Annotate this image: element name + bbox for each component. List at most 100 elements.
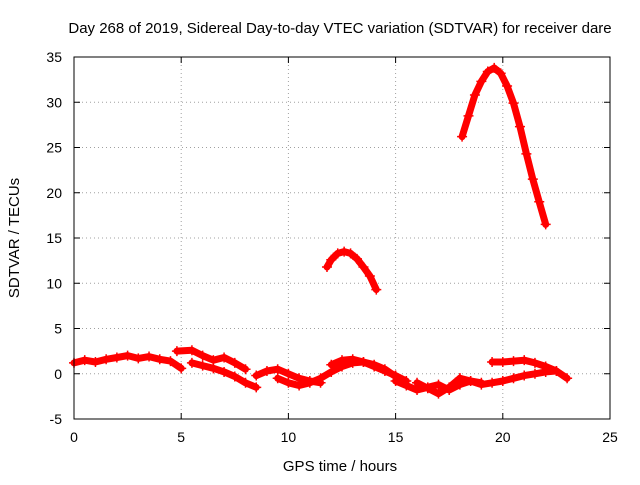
y-tick-label: 35 [46, 49, 62, 65]
data-point [165, 356, 176, 367]
data-point [469, 90, 480, 101]
data-point [251, 382, 262, 393]
data-point [502, 80, 513, 91]
data-point [476, 379, 487, 390]
data-point [229, 371, 240, 382]
data-point [345, 248, 356, 259]
data-point [519, 370, 530, 381]
grid-layer [74, 57, 610, 419]
data-point [240, 364, 251, 375]
data-point [422, 383, 433, 394]
data-point [529, 368, 540, 379]
data-series [487, 355, 562, 377]
data-point [332, 248, 343, 259]
data-point [111, 352, 122, 363]
data-point [304, 377, 315, 388]
y-tick-label: 25 [46, 140, 62, 156]
data-point [497, 375, 508, 386]
data-series [321, 246, 382, 295]
y-axis-label: SDTVAR / TECUs [6, 178, 23, 298]
data-point [540, 219, 551, 230]
data-point [482, 66, 493, 77]
data-point [144, 351, 155, 362]
data-point [339, 246, 350, 257]
data-point [463, 110, 474, 121]
data-point [154, 354, 165, 365]
data-series [326, 354, 412, 386]
data-point [101, 354, 112, 365]
data-point [489, 62, 500, 73]
data-point [465, 375, 476, 386]
x-tick-label: 20 [495, 429, 511, 445]
data-point [514, 121, 525, 132]
data-point [197, 360, 208, 371]
y-tick-label: -5 [50, 411, 63, 427]
x-tick-label: 5 [177, 429, 185, 445]
data-point [551, 366, 562, 377]
data-point [364, 271, 375, 282]
data-point [315, 373, 326, 384]
data-point [283, 368, 294, 379]
data-point [133, 353, 144, 364]
series-line [323, 248, 380, 294]
data-layer [69, 62, 573, 399]
y-tick-label: 15 [46, 230, 62, 246]
x-tick-label: 25 [602, 429, 618, 445]
data-series [171, 345, 251, 375]
data-point [371, 284, 382, 295]
data-point [508, 98, 519, 109]
data-point [347, 354, 358, 365]
data-point [495, 68, 506, 79]
data-point [433, 388, 444, 399]
data-point [272, 364, 283, 375]
data-point [219, 352, 230, 363]
x-tick-label: 0 [70, 429, 78, 445]
series-line [458, 64, 550, 228]
data-point [326, 254, 337, 265]
data-point [352, 253, 363, 264]
data-point [454, 373, 465, 384]
data-point [444, 382, 455, 393]
data-point [433, 379, 444, 390]
y-tick-label: 20 [46, 185, 62, 201]
data-point [487, 377, 498, 388]
data-point [358, 356, 369, 367]
data-point [79, 355, 90, 366]
data-point [508, 373, 519, 384]
data-point [176, 363, 187, 374]
data-point [186, 357, 197, 368]
data-point [529, 357, 540, 368]
data-point [294, 380, 305, 391]
data-point [283, 377, 294, 388]
data-point [171, 346, 182, 357]
data-point [272, 373, 283, 384]
data-point [534, 196, 545, 207]
y-tick-label: 10 [46, 275, 62, 291]
data-point [358, 261, 369, 272]
tick-layer: 0 5 10 15 20 25 -5 0 5 10 15 20 25 30 35 [46, 49, 618, 445]
data-point [508, 356, 519, 367]
data-point [219, 366, 230, 377]
chart-title: Day 268 of 2019, Sidereal Day-to-day VTE… [68, 20, 611, 37]
data-point [390, 375, 401, 386]
data-series [69, 350, 187, 374]
data-point [229, 357, 240, 368]
data-point [261, 366, 272, 377]
data-point [90, 356, 101, 367]
data-point [197, 350, 208, 361]
data-point [321, 261, 332, 272]
data-point [457, 131, 468, 142]
data-point [476, 76, 487, 87]
data-point [540, 361, 551, 372]
data-point [521, 148, 532, 159]
x-tick-label: 15 [388, 429, 404, 445]
y-tick-label: 5 [54, 321, 62, 337]
y-tick-label: 0 [54, 366, 62, 382]
data-series [186, 357, 262, 393]
data-point [487, 356, 498, 367]
data-point [208, 363, 219, 374]
x-axis-label: GPS time / hours [283, 458, 397, 475]
data-point [326, 359, 337, 370]
